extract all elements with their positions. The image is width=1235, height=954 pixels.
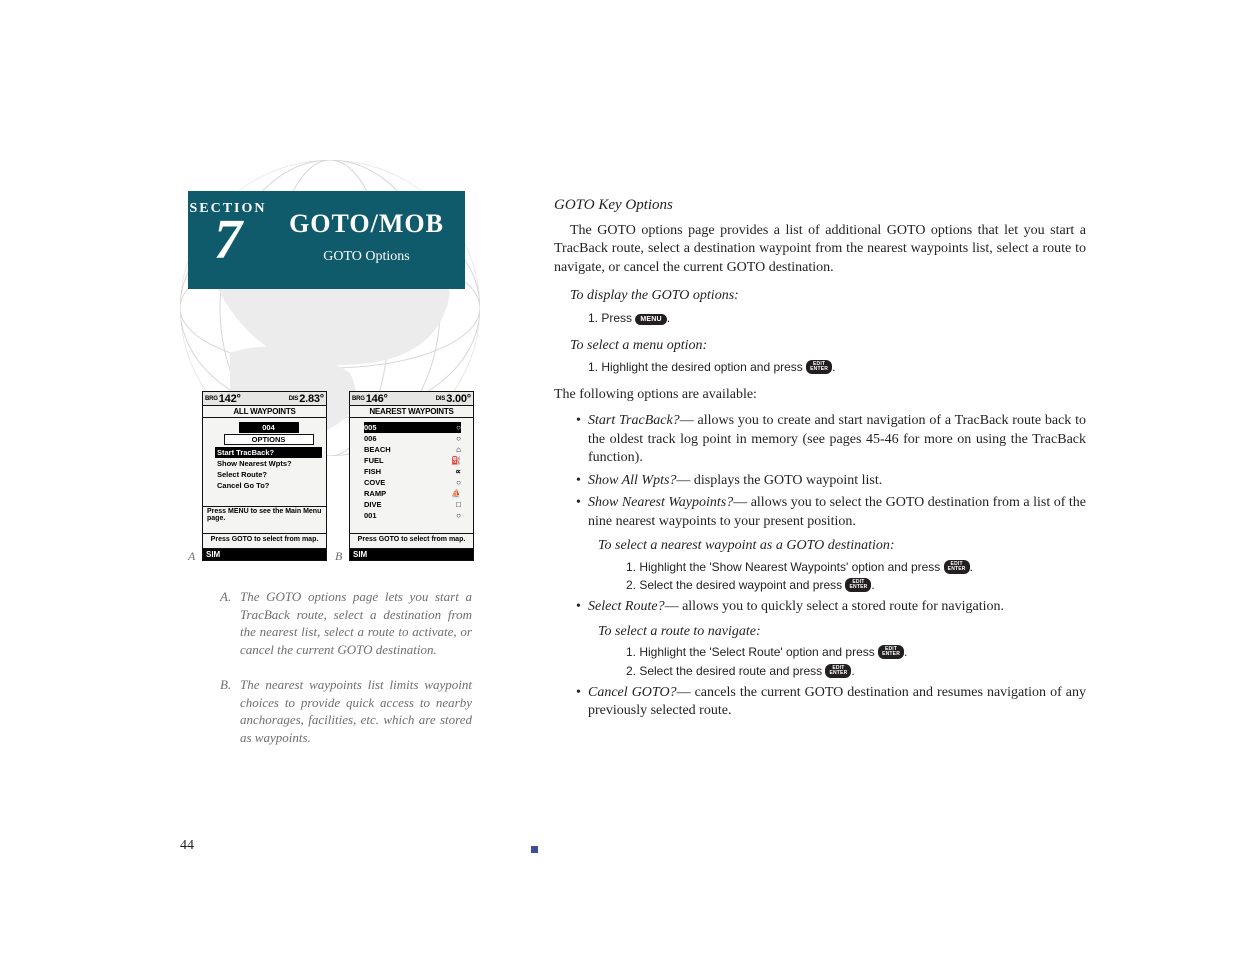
section-header: SECTION 7 GOTO/MOB GOTO Options [188, 191, 465, 289]
sub-step-2: 2. Select the desired waypoint and press… [626, 578, 1086, 594]
hint-menu: Press MENU to see the Main Menu page. [203, 506, 326, 524]
manual-page: SECTION 7 GOTO/MOB GOTO Options A BRG 14… [180, 158, 1090, 858]
waypoint-row: FISH∝ [364, 466, 461, 477]
brg-value: 142° [219, 393, 241, 405]
menu-button-icon: MENU [635, 314, 666, 325]
brg-label: BRG [205, 396, 218, 402]
enter-button-icon: EDITENTER [944, 560, 970, 574]
step-highlight-enter: 1. Highlight the desired option and pres… [588, 360, 1086, 376]
enter-button-icon: EDITENTER [845, 578, 871, 592]
heading: GOTO Key Options [554, 196, 1086, 216]
screenshot-b-label: B [335, 549, 342, 564]
screenshot-a-label: A [188, 549, 195, 564]
bullet-item: •Start TracBack?— allows you to create a… [576, 412, 1086, 467]
dis-label: DIS [289, 396, 298, 402]
section-title: GOTO/MOB [268, 209, 465, 239]
sub-step-r2: 2. Select the desired route and press ED… [626, 664, 1086, 680]
waypoint-row: COVE○ [364, 477, 461, 488]
body-text: GOTO Key Options The GOTO options page p… [554, 196, 1086, 725]
waypoint-row: FUEL⛽ [364, 455, 461, 466]
screenshot-a: A BRG 142° DIS 2.83° ALL WAYPOINTS 004 O… [202, 391, 327, 566]
section-subtitle: GOTO Options [268, 249, 465, 265]
screenshot-b: B BRG 146° DIS 3.00° NEAREST WAYPOINTS 0… [349, 391, 474, 566]
page-number: 44 [180, 838, 194, 854]
brg-label: BRG [352, 396, 365, 402]
instruction-select: To select a menu option: [570, 337, 1086, 355]
sub-step-1: 1. Highlight the 'Show Nearest Waypoints… [626, 560, 1086, 576]
enter-button-icon: EDITENTER [878, 645, 904, 659]
enter-button-icon: EDITENTER [806, 360, 832, 374]
step-press-menu: 1. Press MENU. [588, 311, 1086, 327]
waypoint-row: 001○ [364, 510, 461, 521]
corner-crop-mark [531, 846, 538, 853]
sub-instruction-route: To select a route to navigate: [598, 623, 1086, 641]
sub-step-r1: 1. Highlight the 'Select Route' option a… [626, 645, 1086, 661]
hint-goto: Press GOTO to select from map. [350, 533, 473, 546]
options-header: OPTIONS [224, 434, 314, 445]
caption-b-label: B. [220, 676, 240, 746]
bullet-select-route: • Select Route?— allows you to quickly s… [576, 598, 1086, 616]
option-item: Show Nearest Wpts? [215, 458, 322, 469]
dis-value: 3.00° [446, 393, 471, 405]
intro-paragraph: The GOTO options page provides a list of… [554, 222, 1086, 277]
bullet-item: •Show All Wpts?— displays the GOTO waypo… [576, 472, 1086, 490]
hint-goto: Press GOTO to select from map. [203, 533, 326, 546]
instruction-display: To display the GOTO options: [570, 287, 1086, 305]
section-number: 7 [188, 217, 268, 262]
bullet-cancel-goto: • Cancel GOTO?— cancels the current GOTO… [576, 684, 1086, 721]
enter-button-icon: EDITENTER [825, 664, 851, 678]
dis-value: 2.83° [299, 393, 324, 405]
figure-captions: A. The GOTO options page lets you start … [220, 588, 472, 764]
option-item: Cancel Go To? [215, 480, 322, 491]
bullet-item: •Show Nearest Waypoints?— allows you to … [576, 494, 1086, 531]
caption-a-text: The GOTO options page lets you start a T… [240, 588, 472, 658]
caption-a-label: A. [220, 588, 240, 658]
option-item: Start TracBack? [215, 447, 322, 458]
option-item: Select Route? [215, 469, 322, 480]
sim-footer: SIM [203, 548, 326, 560]
waypoint-row: 005○ [364, 422, 461, 433]
screen-title: ALL WAYPOINTS [203, 406, 326, 418]
options-lead: The following options are available: [554, 386, 1086, 404]
brg-value: 146° [366, 393, 388, 405]
sub-instruction-nearest: To select a nearest waypoint as a GOTO d… [598, 537, 1086, 555]
caption-b-text: The nearest waypoints list limits waypoi… [240, 676, 472, 746]
waypoint-row: DIVE□ [364, 499, 461, 510]
dis-label: DIS [436, 396, 445, 402]
top-waypoint: 004 [239, 422, 299, 433]
waypoint-row: RAMP⛵ [364, 488, 461, 499]
screen-title: NEAREST WAYPOINTS [350, 406, 473, 418]
waypoint-row: 006○ [364, 433, 461, 444]
sim-footer: SIM [350, 548, 473, 560]
waypoint-row: BEACH⌂ [364, 444, 461, 455]
